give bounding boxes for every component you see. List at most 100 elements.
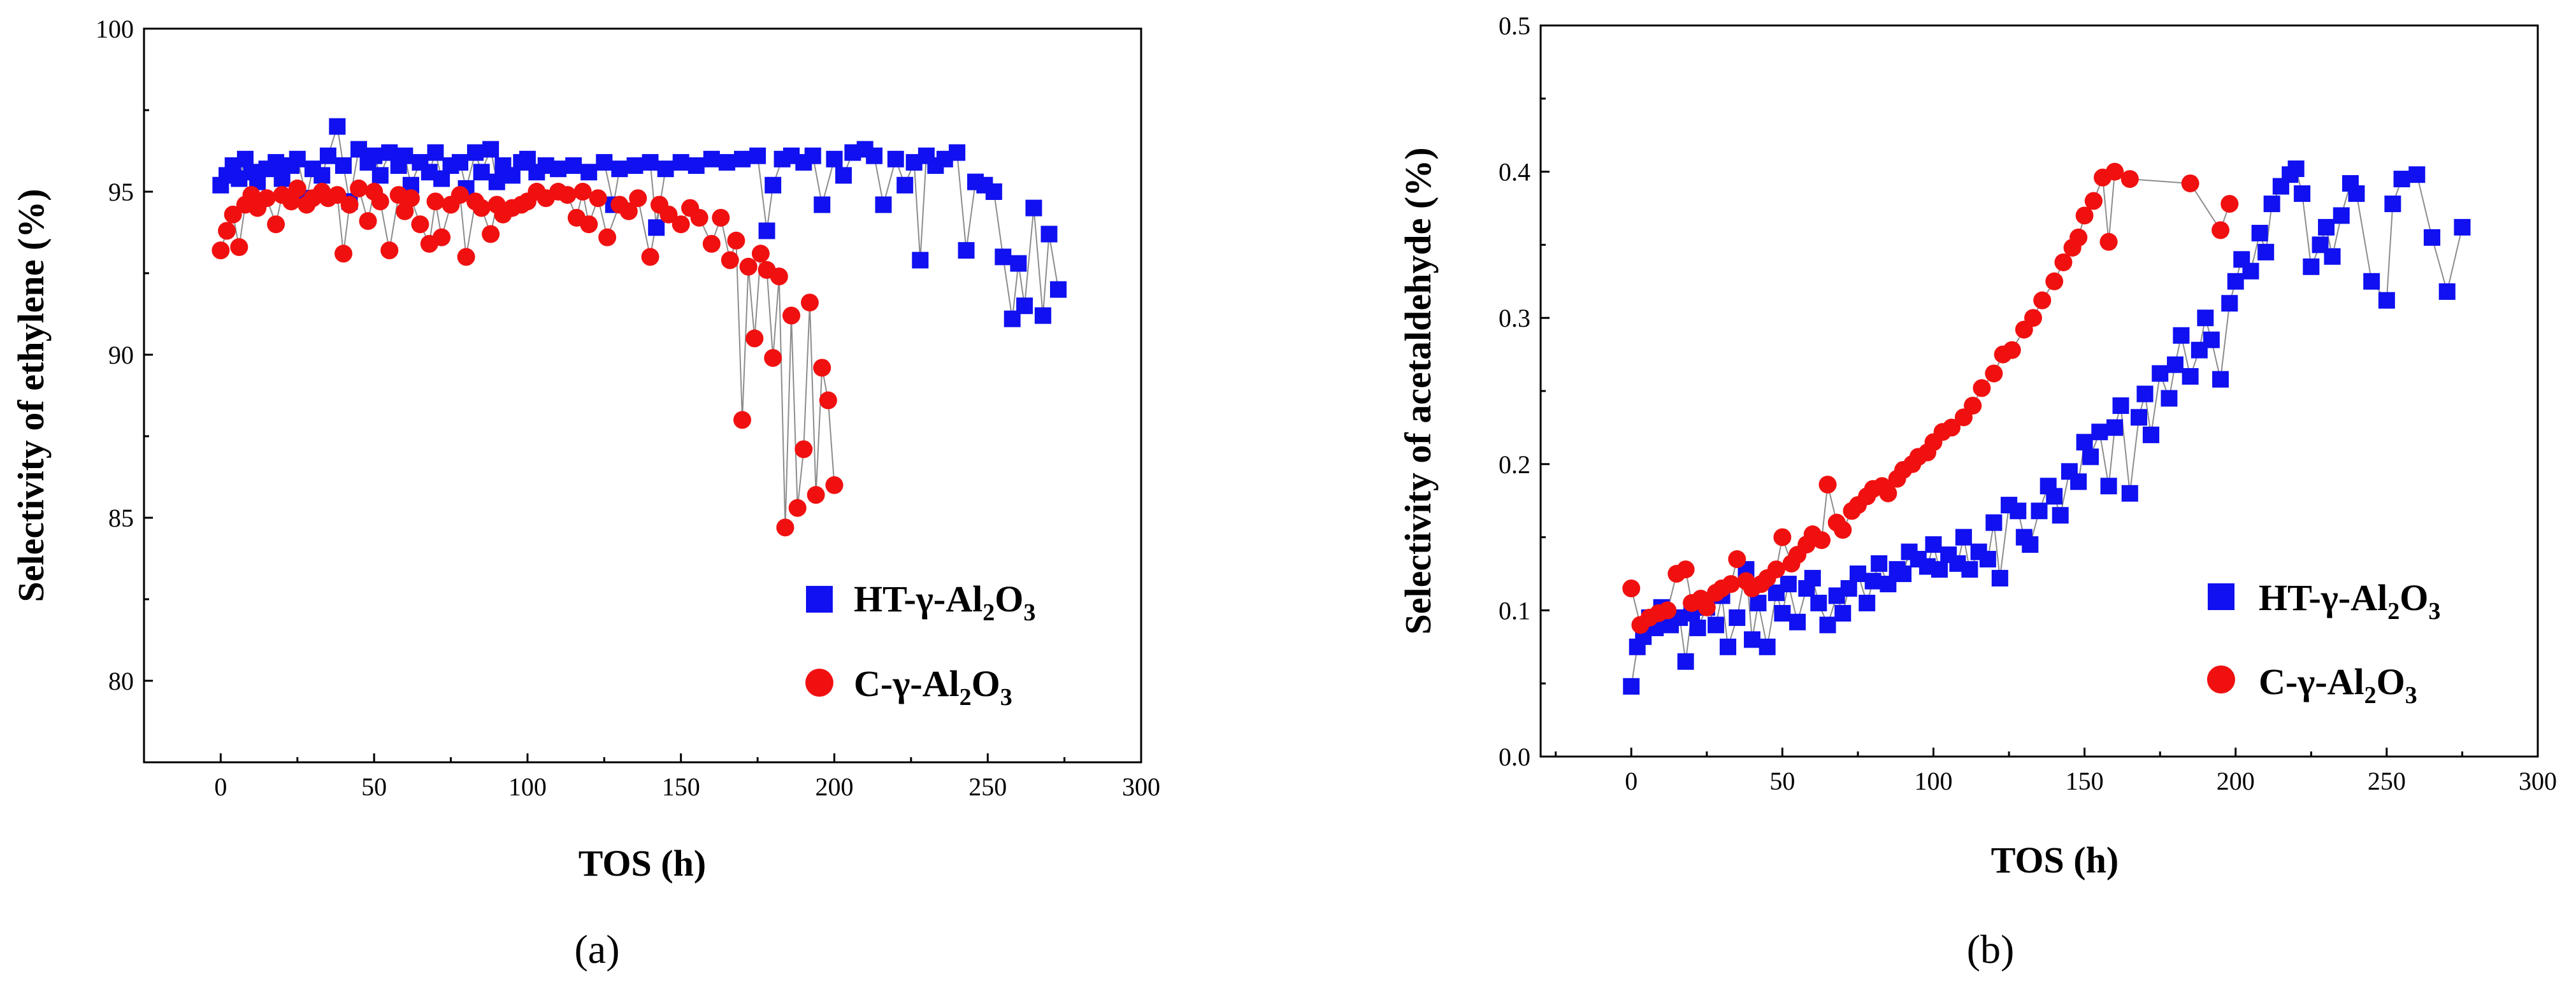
panel-a-ht-point [1010,255,1027,272]
panel-b-ht-point [2318,218,2335,236]
panel-a-data-points [212,118,1067,537]
panel-a-c-point [380,241,399,260]
panel-a-ht-point [749,147,766,164]
panel-b-c-point [1767,560,1785,579]
panel-b-ht-point [1955,529,1972,546]
panel-a-c-point [690,208,709,227]
panel-b-plot-frame [1539,24,2539,758]
panel-b-c-point [2054,253,2073,271]
panel-b-ht-point [1925,536,1942,553]
panel-b-c-point [2099,232,2118,251]
panel-a-c-point [659,205,678,224]
panel-a-c-point [340,196,359,214]
panel-b-ht-point [2303,258,2320,275]
panel-a-c-point [672,215,690,234]
panel-a-c-point [788,499,807,517]
panel-b-ht-point [1689,619,1706,636]
panel-b-x-axis-label: TOS (h) [1991,839,2119,881]
panel-a-c-point [218,222,236,240]
panel-b-ht-point [2384,196,2401,213]
panel-b-y-tick-label: 0.4 [1499,158,1530,187]
panel-b-ht-point [2082,448,2099,466]
panel-a-ht-point [473,164,490,181]
panel-a-ht-point [319,147,336,164]
panel-b-ht-point [2242,262,2259,280]
panel-a-ht-point [826,150,843,167]
panel-b-ht-point [2257,243,2275,260]
panel-b-ht-point [1834,604,1852,622]
panel-a-x-tick-label: 300 [1122,772,1160,801]
panel-b-ht-point [2348,185,2365,203]
panel-a-ht-point [657,160,674,178]
panel-a-ht-point [580,164,598,181]
panel-b-ht-point [2161,390,2178,407]
panel-a-ht-point [765,176,782,194]
panel-b-y-axis-label: Selectivity of acetaldehyde (%) [1397,147,1439,634]
panel-b-c-point [1813,531,1831,550]
panel-a-c-point [727,231,745,250]
panel-b-ht-point [1859,594,1876,611]
panel-b-ht-point [1774,604,1791,622]
panel-b-ht-point [2121,485,2138,502]
panel-b-ht-point [2031,502,2048,520]
panel-b-ht-point [2022,536,2039,553]
panel-b-c-point [2084,192,2103,210]
panel-b-ht-point [1677,653,1694,670]
panel-b-x-tick-label: 150 [2066,767,2104,795]
panel-a-c-point [733,411,751,429]
panel-a-c-point [224,205,242,224]
panel-b-ht-point [2221,295,2238,312]
panel-b-legend-marker-ht [2208,583,2234,610]
panel-b-legend: HT-γ-Al2O3 C-γ-Al2O3 [2207,577,2440,709]
panel-a-c-point [800,294,819,312]
panel-b-ht-point [2131,409,2147,426]
panel-b-ht-point [1720,638,1737,655]
panel-b-ht-point [1871,555,1888,572]
panel-a-c-point [230,238,248,257]
panel-a-x-tick-label: 150 [662,772,700,801]
panel-b-ht-point [2393,171,2410,188]
panel-b-c-point [2220,195,2239,213]
panel-a-ht-point [875,196,892,213]
panel-b-c-point [1879,484,1897,502]
panel-a-plot-frame [143,27,1142,764]
panel-b-ht-point [2378,292,2395,309]
panel-a-c-point [411,215,429,234]
panel-a-ht-point [995,248,1012,266]
panel-a-ht-point [814,196,831,213]
panel-a-x-axis-label: TOS (h) [579,843,706,884]
panel-b-c-point [2120,170,2139,189]
panel-a-c-point [267,215,285,234]
panel-a-c-point [433,228,451,246]
panel-b-ht-point [1979,551,1996,568]
panel-b-c-point [2024,309,2043,327]
panel-a-chart: 0 50 100 150 200 250 300 80 85 90 95 100 TOS (h) Se… [10,15,1160,972]
panel-a-c-point [457,248,475,266]
panel-a-ht-point [896,176,914,194]
panel-b-ht-point [2076,434,2093,451]
panel-b-y-tick-label: 0.3 [1499,304,1530,332]
panel-a-c-point [795,440,813,459]
panel-a-ht-point [949,144,966,161]
panel-a-ht-point [626,157,644,174]
panel-a-c-point [721,251,739,269]
panel-b-c-point [1942,418,1961,437]
panel-a-ht-point [758,222,775,239]
panel-b-ht-point [1819,616,1836,634]
panel-b-ht-point [2166,356,2184,373]
panel-b-ht-point [2363,273,2380,290]
panel-a-x-tick-label: 0 [214,772,227,801]
panel-b-ht-point [1961,561,1978,578]
panel-b-ht-point [2454,218,2471,236]
panel-b-c-point [2075,206,2094,225]
panel-a-c-point [257,189,276,208]
panel-a-ht-point [887,150,904,167]
panel-b-x-tick-label: 200 [2217,767,2255,795]
panel-b-x-tick-label: 100 [1915,767,1953,795]
panel-b-ht-point [1895,566,1912,582]
panel-b-ht-point [1789,613,1806,630]
panel-a-c-point [751,245,770,263]
panel-a-c-point [641,248,659,266]
panel-a-ticks: 0 50 100 150 200 250 300 80 85 90 95 100 [96,15,1160,801]
